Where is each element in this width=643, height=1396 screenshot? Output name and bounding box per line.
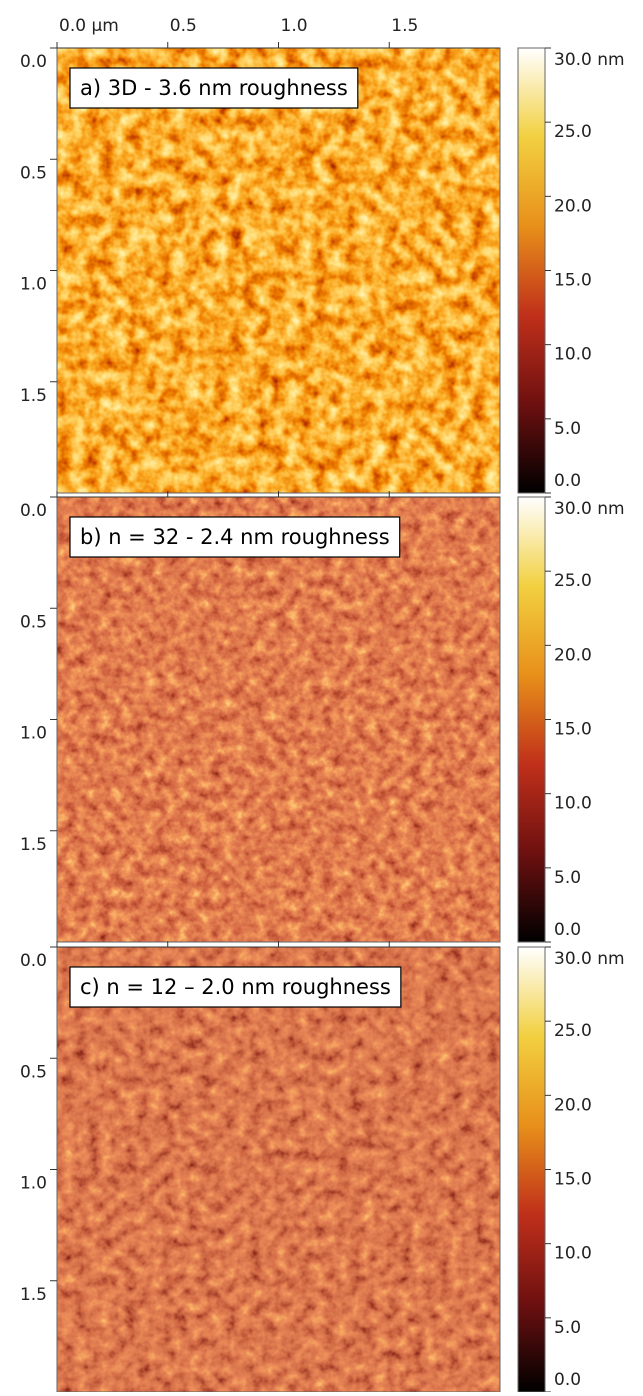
afm-image — [57, 947, 500, 1392]
colorbar-label: 30.0 nm — [554, 50, 625, 70]
afm-image — [57, 497, 500, 942]
y-tick-label: 0.0 — [20, 52, 47, 72]
annotation-box — [69, 516, 401, 558]
colorbar-label: 25.0 — [554, 1021, 592, 1041]
x-tick-label: 0.0 μm — [59, 16, 119, 36]
y-tick-label: 1.0 — [20, 275, 47, 295]
colorbar — [517, 946, 546, 1393]
colorbar-label: 15.0 — [554, 271, 592, 291]
colorbar-label: 0.0 — [554, 920, 581, 940]
colorbar-label: 30.0 nm — [554, 949, 625, 969]
colorbar-label: 0.0 — [554, 1370, 581, 1390]
colorbar-label: 20.0 — [554, 196, 592, 216]
colorbar — [517, 47, 546, 494]
colorbar-label: 10.0 — [554, 345, 592, 365]
x-tick-label: 1.0 — [281, 16, 308, 36]
colorbar-label: 25.0 — [554, 122, 592, 142]
colorbar-label: 20.0 — [554, 645, 592, 665]
colorbar-label: 25.0 — [554, 571, 592, 591]
annotation: b) n = 32 - 2.4 nm roughness — [80, 525, 390, 549]
colorbar-label: 10.0 — [554, 794, 592, 814]
y-tick-label: 0.0 — [20, 501, 47, 521]
y-tick-label: 1.5 — [20, 386, 47, 406]
colorbar-label: 15.0 — [554, 1170, 592, 1190]
y-tick-label: 1.0 — [20, 1174, 47, 1194]
y-tick-label: 0.5 — [20, 1062, 47, 1082]
y-tick-label: 1.5 — [20, 1285, 47, 1305]
colorbar — [517, 496, 546, 943]
y-tick-label: 0.5 — [20, 163, 47, 183]
y-tick-label: 0.5 — [20, 612, 47, 632]
annotation: c) n = 12 – 2.0 nm roughness — [80, 975, 391, 999]
annotation: a) 3D - 3.6 nm roughness — [80, 76, 348, 100]
colorbar-label: 5.0 — [554, 868, 581, 888]
colorbar-label: 20.0 — [554, 1095, 592, 1115]
colorbar-label: 0.0 — [554, 471, 581, 491]
afm-image — [57, 48, 500, 493]
y-tick-label: 1.0 — [20, 724, 47, 744]
colorbar-label: 5.0 — [554, 419, 581, 439]
x-tick-label: 1.5 — [391, 16, 418, 36]
colorbar-label: 10.0 — [554, 1244, 592, 1264]
annotation-box — [69, 966, 402, 1008]
y-tick-label: 0.0 — [20, 951, 47, 971]
annotation-box — [69, 67, 359, 109]
x-tick-label: 0.5 — [170, 16, 197, 36]
colorbar-label: 30.0 nm — [554, 499, 625, 519]
y-tick-label: 1.5 — [20, 835, 47, 855]
colorbar-label: 15.0 — [554, 720, 592, 740]
colorbar-label: 5.0 — [554, 1318, 581, 1338]
